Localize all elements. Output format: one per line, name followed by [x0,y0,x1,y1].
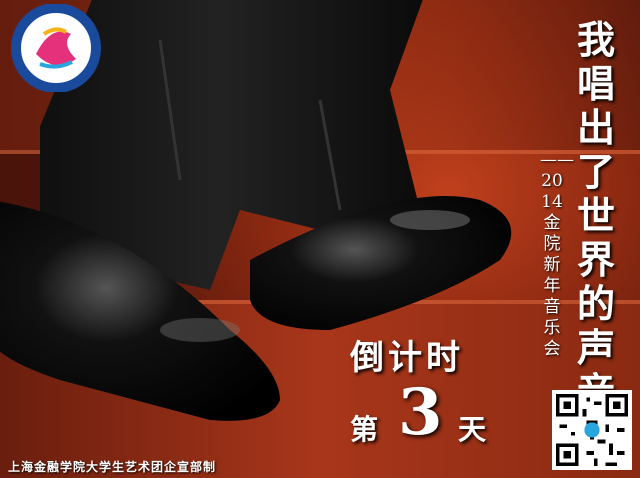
shoes [0,196,512,421]
art-troupe-logo [11,4,101,92]
footer-credit: 上海金融学院大学生艺术团企宣部制 [8,460,217,474]
countdown-label: 倒计时 [350,338,464,378]
day-prefix: 第 [350,413,379,446]
poster-subtitle: ——2014金院新年音乐会 [540,150,574,359]
day-number: 3 [398,375,443,450]
qr-code [552,390,632,470]
day-suffix: 天 [458,413,487,446]
trousers-and-shoes-photo [40,0,423,290]
poster-title: 我唱出了世界的声音 [576,18,615,414]
